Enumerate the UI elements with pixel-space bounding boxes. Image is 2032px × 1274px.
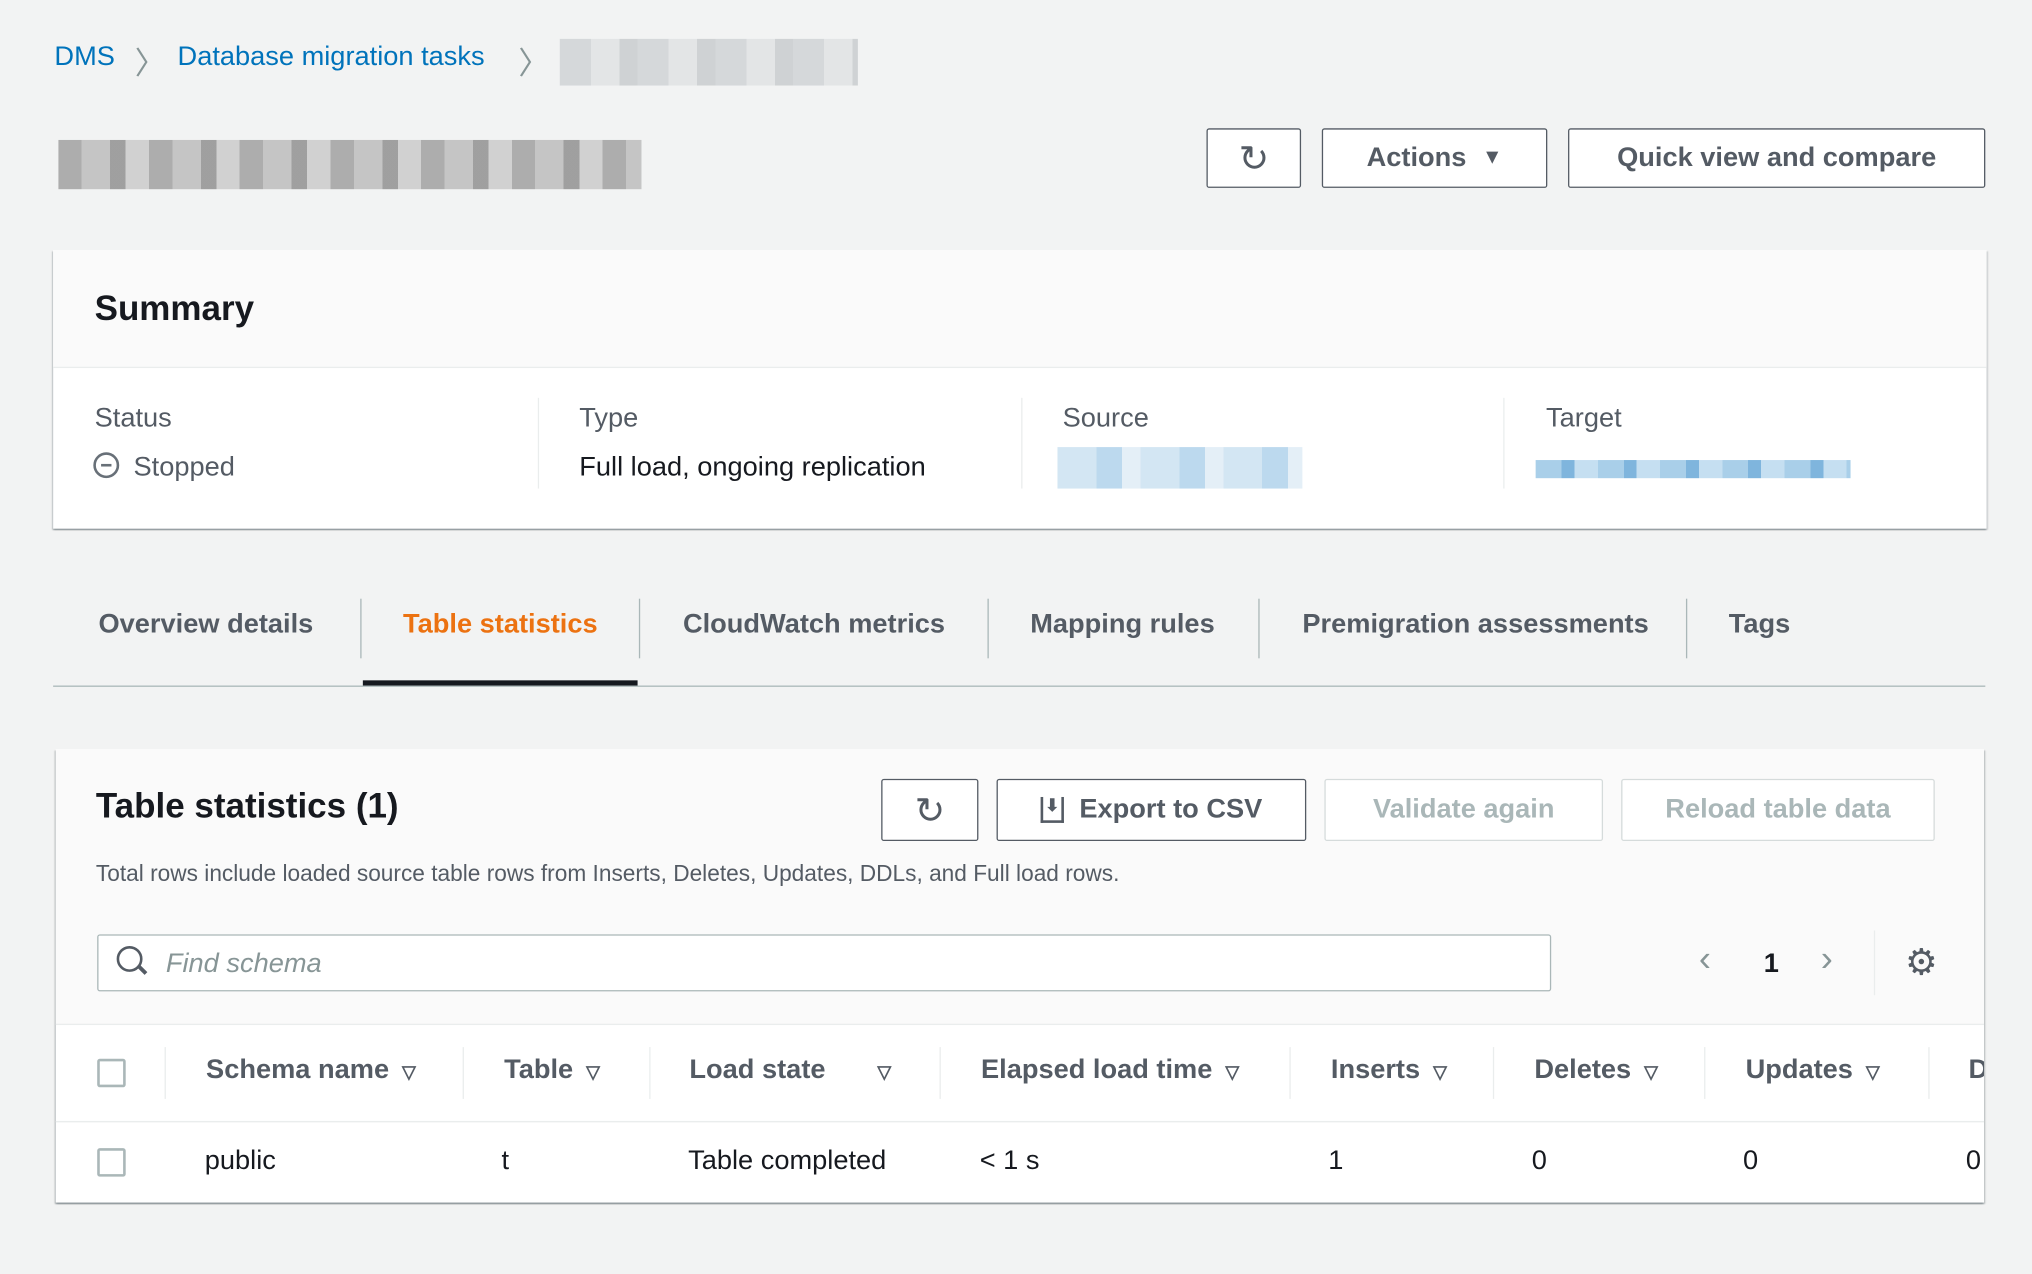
active-tab-indicator xyxy=(362,680,638,686)
sort-icon: ▽ xyxy=(402,1061,417,1083)
breadcrumb-current-redacted xyxy=(559,38,858,86)
refresh-button[interactable]: ↻ xyxy=(1206,128,1302,188)
column-header-schema-name[interactable]: Schema name ▽ xyxy=(206,1054,417,1085)
tab-table-statistics[interactable]: Table statistics xyxy=(403,609,598,639)
next-page-button[interactable]: › xyxy=(1820,938,1833,979)
refresh-icon: ↻ xyxy=(914,789,946,831)
search-icon xyxy=(116,946,148,975)
type-value: Full load, ongoing replication xyxy=(579,452,926,483)
target-link-redacted[interactable] xyxy=(1535,460,1851,479)
sort-icon: ▽ xyxy=(1865,1061,1880,1083)
column-header-deletes[interactable]: Deletes ▽ xyxy=(1534,1054,1659,1085)
page-title-redacted xyxy=(58,139,642,190)
cell-elapsed-load-time: < 1 s xyxy=(979,1145,1040,1176)
page-number[interactable]: 1 xyxy=(1763,948,1779,979)
reload-table-data-button[interactable]: Reload table data xyxy=(1621,778,1935,842)
cell-schema-name: public xyxy=(204,1145,276,1176)
chevron-right-icon: 〉 xyxy=(518,46,550,82)
previous-page-button[interactable]: ‹ xyxy=(1698,938,1712,979)
cell-load-state: Table completed xyxy=(688,1145,887,1176)
select-all-checkbox[interactable] xyxy=(97,1058,126,1088)
column-header-table[interactable]: Table ▽ xyxy=(504,1054,601,1085)
column-header-inserts[interactable]: Inserts ▽ xyxy=(1330,1054,1448,1085)
tab-cloudwatch-metrics[interactable]: CloudWatch metrics xyxy=(682,609,946,639)
sort-icon: ▽ xyxy=(1225,1061,1240,1083)
sort-icon: ▽ xyxy=(1433,1061,1448,1083)
cell-deletes: 0 xyxy=(1531,1145,1547,1176)
tabs-divider xyxy=(53,685,1986,687)
cell-ddls: 0 xyxy=(1965,1145,1982,1176)
column-header-ddls[interactable]: D xyxy=(1968,1055,1984,1085)
table-statistics-title: Table statistics (1) xyxy=(95,786,399,826)
tab-overview-details[interactable]: Overview details xyxy=(98,609,314,639)
refresh-table-button[interactable]: ↻ xyxy=(881,778,979,842)
row-checkbox[interactable] xyxy=(97,1148,126,1177)
quick-view-compare-button[interactable]: Quick view and compare xyxy=(1568,128,1986,188)
stopped-icon xyxy=(93,452,120,479)
settings-gear-icon[interactable]: ⚙ xyxy=(1904,942,1938,983)
source-label: Source xyxy=(1062,403,1149,433)
export-csv-button[interactable]: ⬇ Export to CSV xyxy=(996,778,1307,842)
table-statistics-card: Table statistics (1) ↻ ⬇ Export to CSV V… xyxy=(55,749,1985,1203)
refresh-icon: ↻ xyxy=(1238,138,1269,179)
summary-card: Summary Status Stopped Type Full load, o… xyxy=(53,250,1987,529)
find-schema-input[interactable]: Find schema xyxy=(97,934,1552,992)
column-header-elapsed-load-time[interactable]: Elapsed load time ▽ xyxy=(980,1054,1240,1085)
source-link-redacted[interactable] xyxy=(1057,447,1303,489)
status-value: Stopped xyxy=(133,452,235,483)
column-header-updates[interactable]: Updates ▽ xyxy=(1745,1054,1880,1085)
find-schema-placeholder: Find schema xyxy=(165,948,322,979)
table-statistics-description: Total rows include loaded source table r… xyxy=(95,860,1120,887)
actions-label: Actions xyxy=(1366,142,1467,173)
type-label: Type xyxy=(579,403,639,433)
export-csv-label: Export to CSV xyxy=(1079,794,1263,825)
column-header-load-state[interactable]: Load state ▽ xyxy=(689,1054,892,1085)
breadcrumb-migration-tasks[interactable]: Database migration tasks xyxy=(177,41,485,72)
sort-icon: ▽ xyxy=(877,1061,892,1083)
breadcrumb-dms[interactable]: DMS xyxy=(54,41,115,72)
summary-title: Summary xyxy=(94,288,255,328)
cell-inserts: 1 xyxy=(1328,1145,1344,1176)
tab-premigration-assessments[interactable]: Premigration assessments xyxy=(1302,609,1649,639)
chevron-right-icon: 〉 xyxy=(134,46,166,82)
status-label: Status xyxy=(94,403,172,433)
validate-again-button[interactable]: Validate again xyxy=(1324,778,1604,842)
cell-table: t xyxy=(501,1145,510,1176)
sort-icon: ▽ xyxy=(1644,1061,1659,1083)
sort-icon: ▽ xyxy=(586,1061,601,1083)
tab-tags[interactable]: Tags xyxy=(1728,609,1791,639)
target-label: Target xyxy=(1546,403,1622,433)
download-icon: ⬇ xyxy=(1040,796,1064,823)
tab-mapping-rules[interactable]: Mapping rules xyxy=(1030,609,1215,639)
caret-down-icon: ▼ xyxy=(1481,146,1503,169)
actions-button[interactable]: Actions ▼ xyxy=(1321,128,1548,188)
cell-updates: 0 xyxy=(1742,1145,1759,1176)
